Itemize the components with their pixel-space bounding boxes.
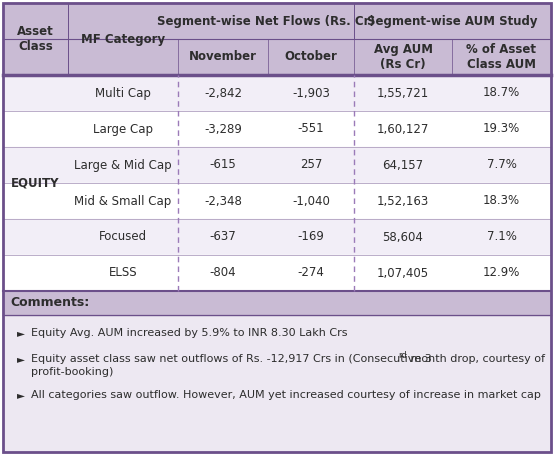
Text: October: October bbox=[285, 51, 337, 64]
Text: ELSS: ELSS bbox=[109, 267, 137, 279]
Text: 12.9%: 12.9% bbox=[483, 267, 520, 279]
Text: Large & Mid Cap: Large & Mid Cap bbox=[74, 158, 172, 172]
Text: -551: -551 bbox=[297, 122, 324, 136]
Bar bbox=[3, 147, 551, 183]
Text: -637: -637 bbox=[209, 231, 237, 243]
Text: -2,348: -2,348 bbox=[204, 194, 242, 207]
Text: -804: -804 bbox=[209, 267, 237, 279]
Text: 7.1%: 7.1% bbox=[486, 231, 516, 243]
Text: 18.7%: 18.7% bbox=[483, 86, 520, 100]
Text: 257: 257 bbox=[300, 158, 322, 172]
Text: profit-booking): profit-booking) bbox=[31, 367, 114, 377]
Text: ►: ► bbox=[17, 328, 25, 338]
Bar bbox=[3, 255, 551, 291]
Text: Focused: Focused bbox=[99, 231, 147, 243]
Text: Multi Cap: Multi Cap bbox=[95, 86, 151, 100]
Bar bbox=[3, 3, 551, 75]
Text: 58,604: 58,604 bbox=[383, 231, 423, 243]
Text: Asset
Class: Asset Class bbox=[17, 25, 54, 53]
Text: -1,903: -1,903 bbox=[292, 86, 330, 100]
Bar bbox=[3, 219, 551, 255]
Text: 19.3%: 19.3% bbox=[483, 122, 520, 136]
Text: ►: ► bbox=[17, 354, 25, 364]
Text: % of Asset
Class AUM: % of Asset Class AUM bbox=[466, 43, 536, 71]
Text: 1,55,721: 1,55,721 bbox=[377, 86, 429, 100]
Text: November: November bbox=[189, 51, 257, 64]
Bar bbox=[3, 291, 551, 315]
Text: Large Cap: Large Cap bbox=[93, 122, 153, 136]
Text: MF Category: MF Category bbox=[81, 32, 165, 46]
Text: 1,52,163: 1,52,163 bbox=[377, 194, 429, 207]
Text: Equity asset class saw net outflows of Rs. -12,917 Crs in (Consecutive 3: Equity asset class saw net outflows of R… bbox=[31, 354, 432, 364]
Text: Segment-wise AUM Study: Segment-wise AUM Study bbox=[367, 15, 538, 27]
Text: -615: -615 bbox=[209, 158, 237, 172]
Text: 64,157: 64,157 bbox=[382, 158, 424, 172]
Text: Equity Avg. AUM increased by 5.9% to INR 8.30 Lakh Crs: Equity Avg. AUM increased by 5.9% to INR… bbox=[31, 328, 347, 338]
Text: -274: -274 bbox=[297, 267, 325, 279]
Text: month drop, courtesy of: month drop, courtesy of bbox=[407, 354, 545, 364]
Text: -169: -169 bbox=[297, 231, 325, 243]
Text: Avg AUM
(Rs Cr): Avg AUM (Rs Cr) bbox=[373, 43, 433, 71]
Text: 18.3%: 18.3% bbox=[483, 194, 520, 207]
Text: Mid & Small Cap: Mid & Small Cap bbox=[74, 194, 172, 207]
Text: 1,07,405: 1,07,405 bbox=[377, 267, 429, 279]
Bar bbox=[3, 183, 551, 219]
Text: -1,040: -1,040 bbox=[292, 194, 330, 207]
Bar bbox=[3, 75, 551, 111]
Text: Segment-wise Net Flows (Rs. Cr): Segment-wise Net Flows (Rs. Cr) bbox=[157, 15, 375, 27]
Text: rd: rd bbox=[398, 350, 407, 359]
Text: All categories saw outflow. However, AUM yet increased courtesy of increase in m: All categories saw outflow. However, AUM… bbox=[31, 390, 541, 400]
Text: EQUITY: EQUITY bbox=[11, 177, 60, 189]
Text: -2,842: -2,842 bbox=[204, 86, 242, 100]
Bar bbox=[3, 111, 551, 147]
Text: 1,60,127: 1,60,127 bbox=[377, 122, 429, 136]
Text: ►: ► bbox=[17, 390, 25, 400]
Text: 7.7%: 7.7% bbox=[486, 158, 516, 172]
Text: Comments:: Comments: bbox=[10, 297, 89, 309]
Bar bbox=[3, 315, 551, 452]
Text: -3,289: -3,289 bbox=[204, 122, 242, 136]
